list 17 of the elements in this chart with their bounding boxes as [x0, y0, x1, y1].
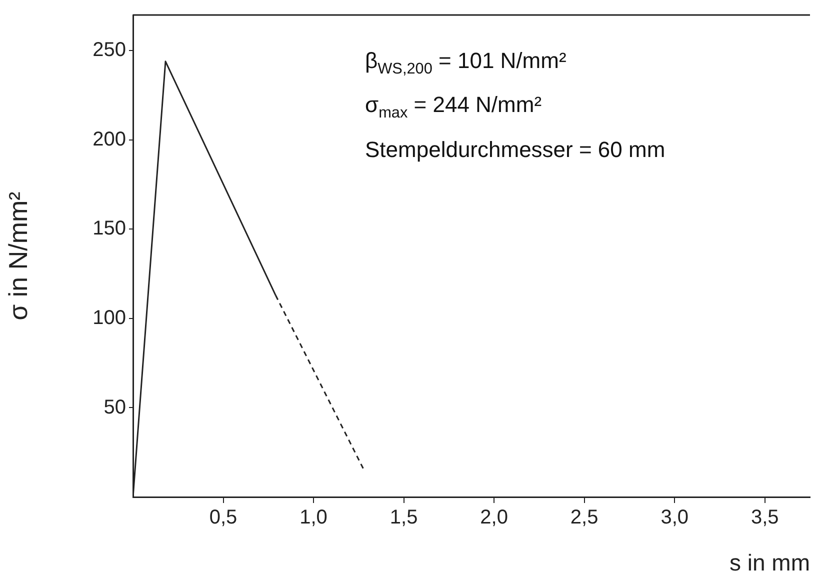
- y-axis-title: σ in N/mm²: [2, 191, 33, 320]
- y-tick-label: 100: [92, 306, 126, 329]
- x-tick-label: 1,5: [390, 506, 418, 529]
- annotation: Stempeldurchmesser = 60 mm: [365, 136, 666, 163]
- x-tick-label: 0,5: [209, 506, 238, 529]
- y-tick-label: 250: [92, 39, 126, 62]
- x-tick-label: 2,5: [570, 506, 598, 529]
- x-tick-label: 2,0: [480, 506, 508, 529]
- x-tick-label: 3,5: [750, 506, 779, 529]
- y-tick-label: 200: [92, 128, 126, 150]
- x-axis-title: s in mm: [730, 550, 810, 576]
- y-tick-label: 50: [104, 396, 126, 418]
- y-tick-label: 150: [92, 218, 126, 240]
- x-tick-label: 1,0: [300, 506, 328, 529]
- x-tick-label: 3,0: [660, 506, 689, 529]
- annotation: β$_{WS,200}$ = 101 N/mm²: [365, 48, 568, 78]
- annotation: σ$_{max}$ = 244 N/mm²: [365, 92, 543, 123]
